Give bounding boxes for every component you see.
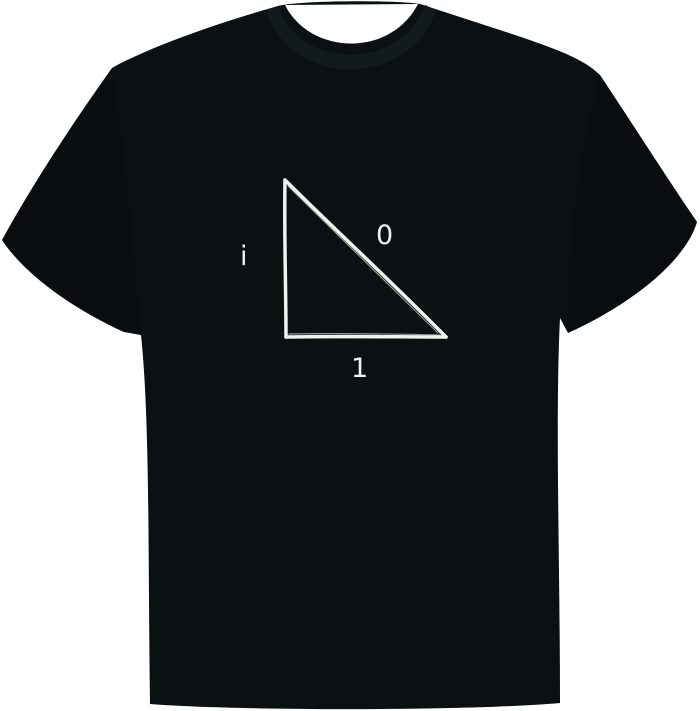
hypotenuse-label: 0 bbox=[376, 220, 393, 251]
triangle-vertical-leg bbox=[282, 178, 288, 339]
triangle-sketch-stroke bbox=[287, 185, 439, 334]
collar bbox=[266, 5, 436, 70]
triangle-sketch-stroke bbox=[288, 332, 441, 336]
horizontal-leg-label: 1 bbox=[351, 353, 368, 384]
chalk-right-triangle bbox=[282, 178, 448, 339]
left-sleeve-fold bbox=[2, 68, 141, 335]
triangle-hypotenuse bbox=[283, 178, 448, 339]
collar-inner bbox=[285, 4, 418, 44]
right-sleeve-fold bbox=[567, 75, 697, 333]
vertical-leg-label: i bbox=[240, 241, 248, 272]
